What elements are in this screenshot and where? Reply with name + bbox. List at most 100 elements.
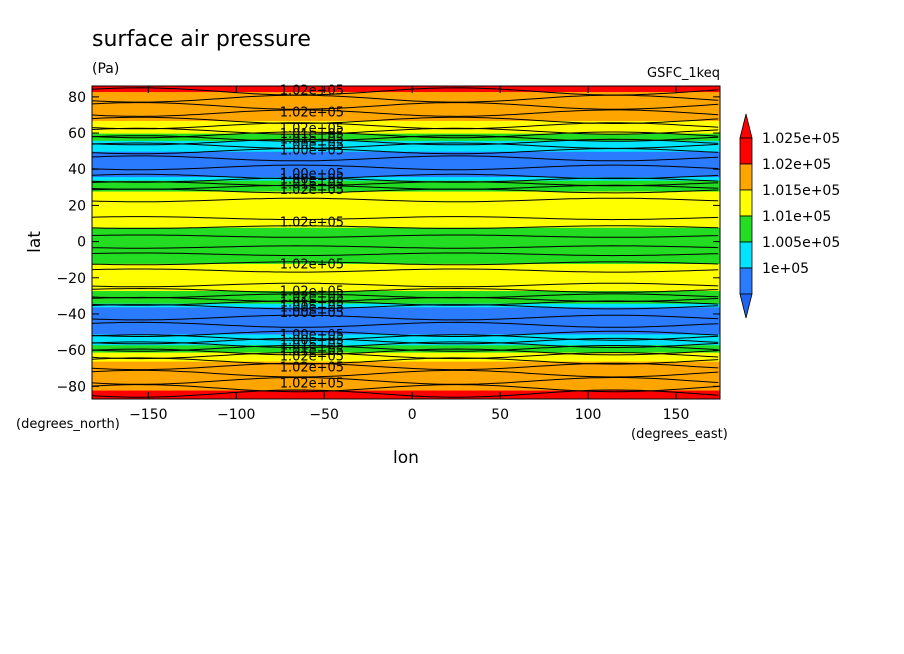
contour-label: 1.02e+05: [280, 183, 344, 198]
contour-line: [92, 341, 719, 348]
contour-line: [92, 261, 719, 266]
contour-line: [92, 177, 719, 183]
contour-line: [92, 138, 719, 146]
contour-label: 1.00e+05: [280, 328, 344, 343]
contour-line: [92, 188, 719, 194]
contour-line: [92, 384, 719, 393]
contour-label: 1.02e+05: [280, 360, 344, 375]
contour-line: [92, 282, 719, 288]
contour-label: 1.02e+05: [280, 350, 344, 365]
x-tick-label: −150: [129, 407, 167, 423]
colorbar-label: 1.005e+05: [762, 235, 840, 251]
dataset-label: GSFC_1keq: [647, 66, 720, 81]
contour-line: [92, 142, 719, 149]
colorbar-swatch: [739, 241, 753, 269]
band-11: [92, 180, 720, 192]
contour-line: [92, 345, 719, 352]
contour-line: [92, 287, 719, 293]
contour-line: [92, 321, 719, 328]
plot-area: 1.02e+051.02e+051.02e+051.01e+051.01e+05…: [56, 84, 721, 423]
band-0: [92, 389, 720, 399]
contour-label: 1.01e+05: [280, 295, 344, 310]
band-5: [92, 306, 720, 335]
contour-line: [92, 304, 719, 310]
contour-line: [92, 337, 719, 345]
colorbar-label: 1.02e+05: [762, 157, 831, 173]
band-4: [92, 333, 720, 346]
contour-line: [92, 362, 719, 371]
y-tick-label: −20: [56, 271, 86, 287]
contour-label: 1.01e+05: [280, 178, 344, 193]
contour-line: [92, 252, 719, 257]
contour-line: [92, 352, 719, 360]
contour-label: 1.00e+05: [280, 138, 344, 153]
colorbar-swatch: [739, 267, 753, 295]
chart-title: surface air pressure: [92, 27, 311, 52]
band-12: [92, 176, 720, 181]
contour-label: 1.02e+05: [280, 257, 344, 272]
contour-label: 1.00e+05: [280, 167, 344, 182]
colorbar-label: 1.025e+05: [762, 131, 840, 147]
contour-label: 1.02e+05: [280, 284, 344, 299]
contour-line: [92, 116, 719, 124]
contour-label: 1.00e+05: [280, 143, 344, 158]
contour-line: [92, 197, 719, 203]
band-14: [92, 140, 720, 152]
contour-line: [92, 296, 719, 302]
contour-line: [92, 181, 719, 187]
x-tick-label: −50: [309, 407, 339, 423]
band-17: [92, 91, 720, 121]
units-label: (Pa): [92, 61, 119, 77]
x-tick-label: 0: [408, 407, 417, 423]
contour-line: [92, 109, 719, 117]
contour-line: [92, 102, 719, 110]
contour-line: [92, 348, 719, 356]
contour-label: 1.01e+05: [280, 132, 344, 147]
y-tick-label: 20: [68, 198, 86, 214]
contour-line: [92, 377, 719, 385]
contour-label: 1.02e+05: [280, 122, 344, 137]
colorbar-swatch: [739, 189, 753, 217]
contour-line: [92, 164, 719, 171]
contour-label: 1.02e+05: [280, 290, 344, 305]
colorbar-under-arrow: [739, 293, 753, 319]
contour-line: [92, 131, 719, 139]
colorbar: 1.025e+05 1.02e+05 1.015e+05 1.01e+05 1.005e…: [739, 113, 840, 319]
colorbar-swatch: [739, 163, 753, 191]
contour-line: [92, 216, 719, 221]
contour-label: 1.00e+05: [280, 333, 344, 348]
contour-line: [92, 127, 719, 135]
x-tick-label: 100: [575, 407, 602, 423]
contour-label: 1.01e+05: [280, 339, 344, 354]
contour-line: [92, 389, 719, 398]
contour-line: [92, 293, 719, 299]
colorbar-swatch: [739, 137, 753, 165]
colorbar-over-arrow: [739, 113, 753, 139]
contour-label: 1.02e+05: [280, 377, 344, 392]
contour-label: 1.01e+05: [280, 127, 344, 142]
y-tick-label: 60: [68, 126, 86, 142]
band-8: [92, 263, 720, 292]
contour-line: [92, 268, 719, 273]
band-1: [92, 361, 720, 391]
x-units-label: (degrees_east): [631, 427, 728, 442]
plot-frame: [91, 85, 721, 400]
colorbar-label: 1e+05: [762, 261, 809, 277]
y-axis-label: lat: [25, 231, 45, 253]
y-tick-label: 80: [68, 90, 86, 106]
x-tick-label: 150: [663, 407, 690, 423]
contour-line: [92, 245, 719, 249]
contour-label: 1.00e+05: [280, 301, 344, 316]
y-tick-label: 0: [77, 235, 86, 251]
x-tick-label: 50: [491, 407, 509, 423]
band-13: [92, 151, 720, 178]
contour-line: [92, 155, 719, 162]
band-3: [92, 344, 720, 353]
y-tick-label: −60: [56, 343, 86, 359]
contour-label: 1.02e+05: [280, 105, 344, 120]
contour-line: [92, 87, 719, 96]
contour-line: [92, 330, 719, 337]
contour-line: [92, 234, 719, 238]
contour-line: [92, 122, 719, 130]
